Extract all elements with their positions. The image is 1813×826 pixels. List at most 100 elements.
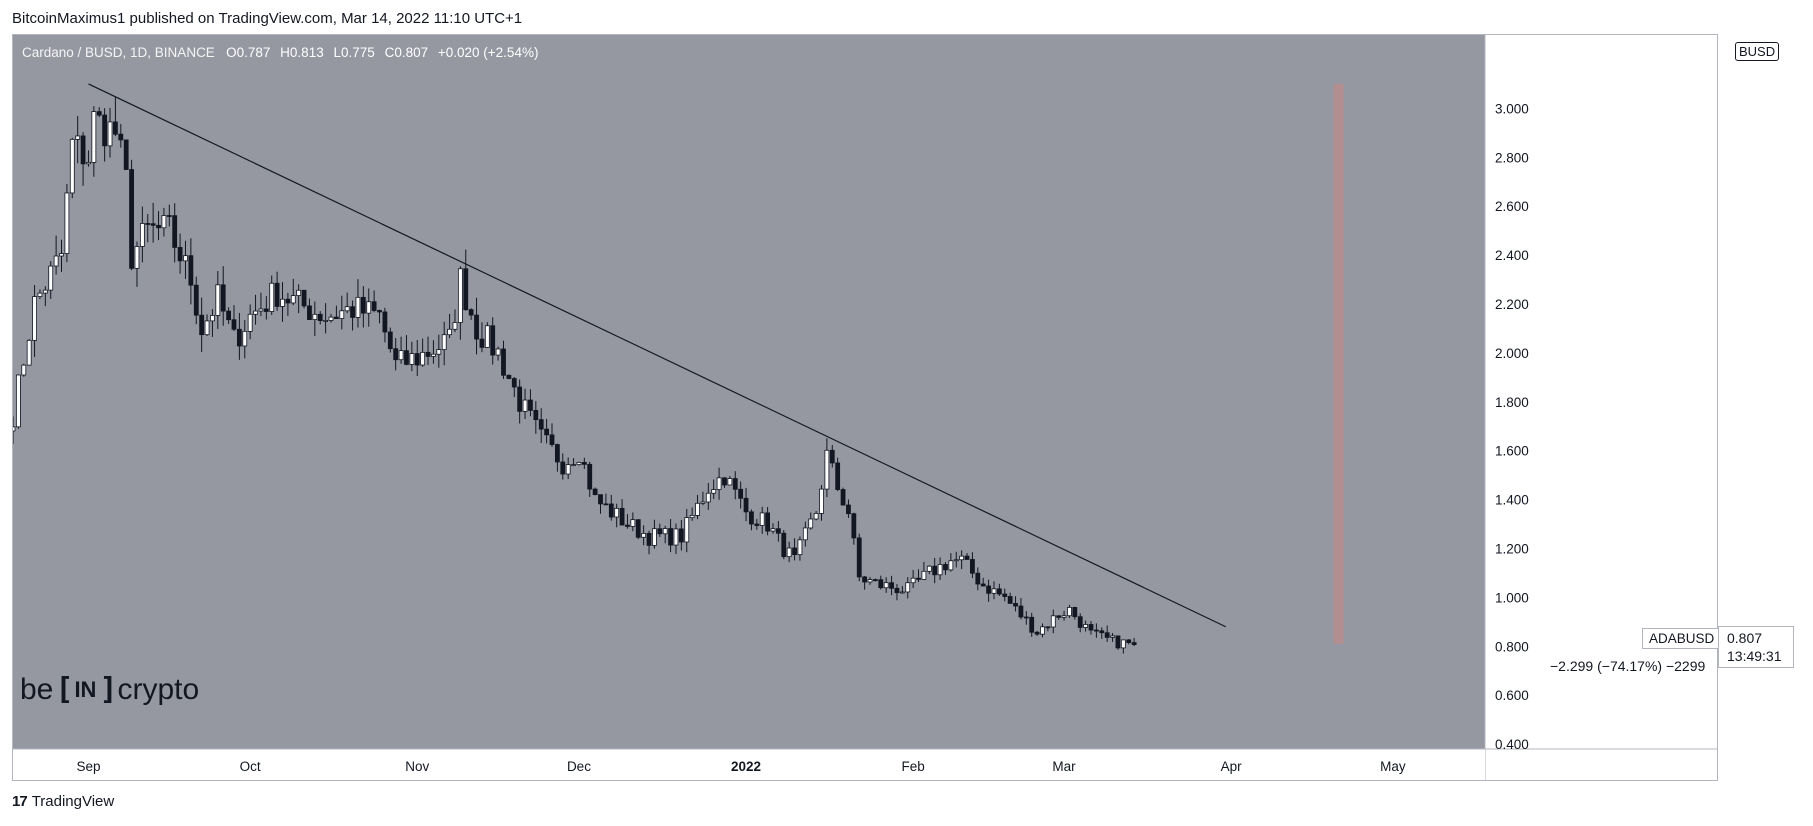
candle-bullish: [37, 292, 43, 297]
candle-bearish: [1104, 632, 1110, 638]
candle-bearish: [156, 224, 161, 229]
candle-bearish: [889, 582, 894, 589]
candle-bearish: [964, 555, 970, 560]
candle-bearish: [463, 268, 469, 311]
logo-text-left: be: [20, 672, 54, 706]
candle-bullish: [441, 334, 447, 350]
candlestick-series: [13, 96, 1137, 654]
legend-close-value: 0.807: [394, 45, 429, 60]
candle-bullish: [280, 298, 285, 307]
candle-bullish: [258, 308, 264, 312]
candle-bearish: [587, 463, 593, 490]
candle-bullish: [183, 255, 188, 262]
candle-bullish: [91, 111, 97, 163]
candle-bearish: [1023, 616, 1029, 619]
candle-bullish: [161, 215, 167, 229]
candle-bearish: [501, 348, 506, 376]
candle-bullish: [786, 547, 792, 558]
candle-bearish: [263, 308, 269, 312]
candle-bearish: [1099, 630, 1105, 634]
candle-bearish: [878, 579, 884, 589]
price-axis-ticks: 3.000 2.800 2.600 2.400 2.200 2.000 1.800 1.600…: [1495, 101, 1529, 752]
time-tick-label: Apr: [1221, 759, 1243, 774]
candle-bearish: [635, 519, 641, 538]
time-tick-label: Feb: [901, 759, 924, 774]
candle-bullish: [959, 555, 965, 561]
candle-bearish: [166, 215, 172, 217]
candle-bearish: [1013, 603, 1018, 607]
price-tick-label: 1.800: [1495, 395, 1529, 410]
logo-bracket-right: ]: [99, 672, 117, 707]
candle-bearish: [226, 310, 232, 321]
candle-bearish: [657, 528, 663, 535]
candle-bullish: [75, 135, 81, 140]
candle-bearish: [986, 585, 991, 594]
candle-bearish: [646, 533, 652, 546]
candle-bearish: [603, 503, 609, 506]
candle-bullish: [770, 528, 776, 532]
drawings-layer: [88, 83, 1344, 644]
candle-bearish: [851, 513, 857, 539]
candle-bearish: [775, 528, 781, 534]
candle-bearish: [96, 111, 102, 116]
candle-bullish: [673, 528, 679, 546]
candle-bullish: [716, 477, 722, 490]
currency-badge[interactable]: BUSD: [1735, 42, 1780, 61]
price-tick-label: 1.200: [1495, 541, 1529, 556]
candle-bearish: [598, 494, 603, 505]
candle-bullish: [21, 364, 27, 376]
candle-bullish: [684, 517, 690, 543]
time-tick-label: Oct: [240, 759, 261, 774]
candle-bullish: [1040, 626, 1045, 635]
time-tick-label: Mar: [1052, 759, 1076, 774]
candle-bullish: [447, 328, 452, 336]
candle-bearish: [350, 306, 355, 318]
tradingview-footer[interactable]: 17 TradingView: [12, 793, 114, 810]
candle-bullish: [926, 565, 932, 572]
candle-bullish: [921, 570, 927, 580]
candle-bearish: [387, 331, 393, 350]
candle-bearish: [743, 497, 749, 513]
logo-text-right: crypto: [117, 672, 200, 706]
candle-bullish: [614, 508, 620, 518]
candle-bearish: [360, 296, 366, 314]
candle-bullish: [86, 162, 91, 165]
candle-bearish: [474, 314, 479, 340]
price-tick-label: 1.400: [1495, 493, 1529, 508]
price-tick-label: 0.600: [1495, 688, 1529, 703]
legend-low-value: 0.775: [341, 45, 375, 60]
candle-bearish: [172, 215, 178, 248]
candle-bearish: [581, 461, 587, 465]
chart-legend: Cardano / BUSD, 1D, BINANCE O0.787 H0.81…: [22, 45, 538, 60]
candle-bullish: [522, 399, 528, 412]
price-chart[interactable]: 3.000 2.800 2.600 2.400 2.200 2.000 1.800 1.600…: [13, 35, 1717, 780]
candle-bearish: [943, 564, 948, 571]
candle-bullish: [689, 515, 695, 519]
time-tick-label: Sep: [76, 759, 100, 774]
chart-container[interactable]: 3.000 2.800 2.600 2.400 2.200 2.000 1.800 1.600…: [12, 34, 1718, 781]
candle-bullish: [26, 339, 32, 366]
legend-open-key: O: [226, 45, 237, 60]
chart-plot-background: [13, 35, 1485, 749]
candle-bullish: [436, 349, 442, 355]
candle-bullish: [899, 591, 905, 594]
candle-bearish: [382, 311, 388, 333]
candle-bearish: [722, 477, 727, 486]
time-axis-ticks: Sep Oct Nov Dec 2022 Feb Mar Apr May: [76, 759, 1405, 774]
candle-bullish: [819, 488, 824, 514]
price-tick-label: 0.800: [1495, 639, 1529, 654]
candle-bullish: [366, 301, 372, 314]
candle-bearish: [393, 348, 399, 361]
candle-bullish: [48, 265, 54, 291]
candle-bullish: [344, 306, 350, 312]
candle-bullish: [662, 528, 668, 535]
candle-bullish: [15, 374, 21, 428]
last-price: 0.807: [1727, 630, 1763, 646]
candle-bullish: [813, 513, 819, 520]
price-tick-label: 0.400: [1495, 737, 1529, 752]
candle-bullish: [452, 322, 458, 330]
candle-bearish: [1056, 615, 1062, 618]
candle-bearish: [1093, 629, 1099, 632]
candle-bullish: [1050, 615, 1056, 628]
candle-bearish: [123, 139, 129, 170]
